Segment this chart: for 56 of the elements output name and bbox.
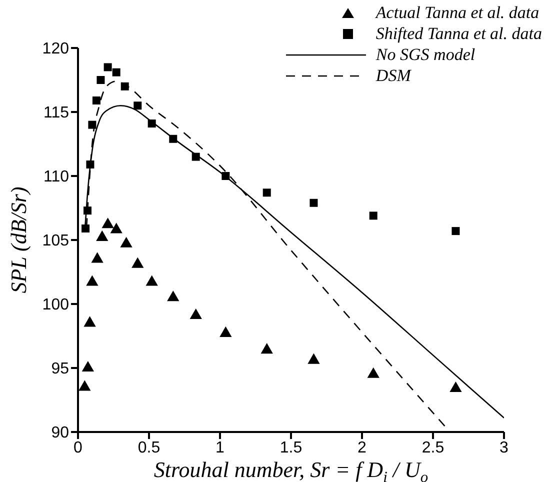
point — [104, 63, 112, 72]
point — [190, 308, 202, 320]
x-tick-label: 0 — [74, 439, 83, 456]
y-tick-label: 110 — [43, 168, 70, 186]
point — [369, 212, 378, 220]
legend-label: DSM — [376, 66, 411, 86]
point — [91, 252, 104, 263]
point — [148, 120, 156, 128]
point — [84, 316, 96, 327]
point — [310, 198, 318, 207]
y-tick-label: 95 — [51, 360, 70, 378]
point — [82, 360, 94, 372]
y-tick-label: 90 — [51, 424, 70, 442]
point — [220, 326, 232, 337]
point — [112, 68, 120, 76]
point — [82, 224, 90, 232]
point — [84, 206, 92, 215]
y-tick-label: 105 — [42, 232, 70, 250]
point — [367, 367, 380, 378]
point — [86, 275, 98, 286]
point — [262, 188, 271, 197]
x-tick-label: 2.5 — [422, 439, 444, 456]
point — [132, 257, 144, 268]
point — [110, 222, 122, 234]
point — [452, 227, 460, 236]
point — [78, 380, 91, 391]
point — [146, 275, 158, 286]
point — [120, 82, 129, 90]
point — [88, 120, 96, 129]
point — [102, 218, 114, 228]
point — [96, 230, 108, 241]
point — [308, 353, 320, 364]
x-tick-label: 3 — [500, 439, 509, 456]
point — [120, 236, 132, 248]
point — [96, 76, 105, 84]
x-axis-title: Strouhal number, Sr = f D$_{i}$ / U$_{o}$ — [154, 457, 428, 482]
x-tick-label: 0.5 — [138, 439, 160, 456]
y-tick-label: 120 — [42, 40, 70, 58]
point — [169, 134, 178, 143]
legend-label: Actual Tanna et al. data — [376, 2, 540, 22]
y-axis-title: SPL (dB/Sr) — [6, 186, 31, 294]
point — [222, 172, 230, 180]
legend-label: Shifted Tanna et al. data — [376, 24, 542, 44]
point — [92, 96, 100, 104]
y-tick-label: 115 — [43, 104, 70, 122]
y-tick-label: 100 — [42, 296, 70, 314]
x-tick-label: 1 — [216, 439, 225, 456]
x-tick-label: 2 — [358, 439, 367, 456]
point — [192, 152, 200, 161]
point — [167, 290, 180, 302]
point — [450, 381, 462, 392]
point — [134, 102, 142, 110]
point — [260, 343, 273, 354]
x-tick-label: 1.5 — [280, 439, 302, 456]
legend-label: No SGS model — [376, 44, 476, 64]
point — [86, 160, 94, 168]
